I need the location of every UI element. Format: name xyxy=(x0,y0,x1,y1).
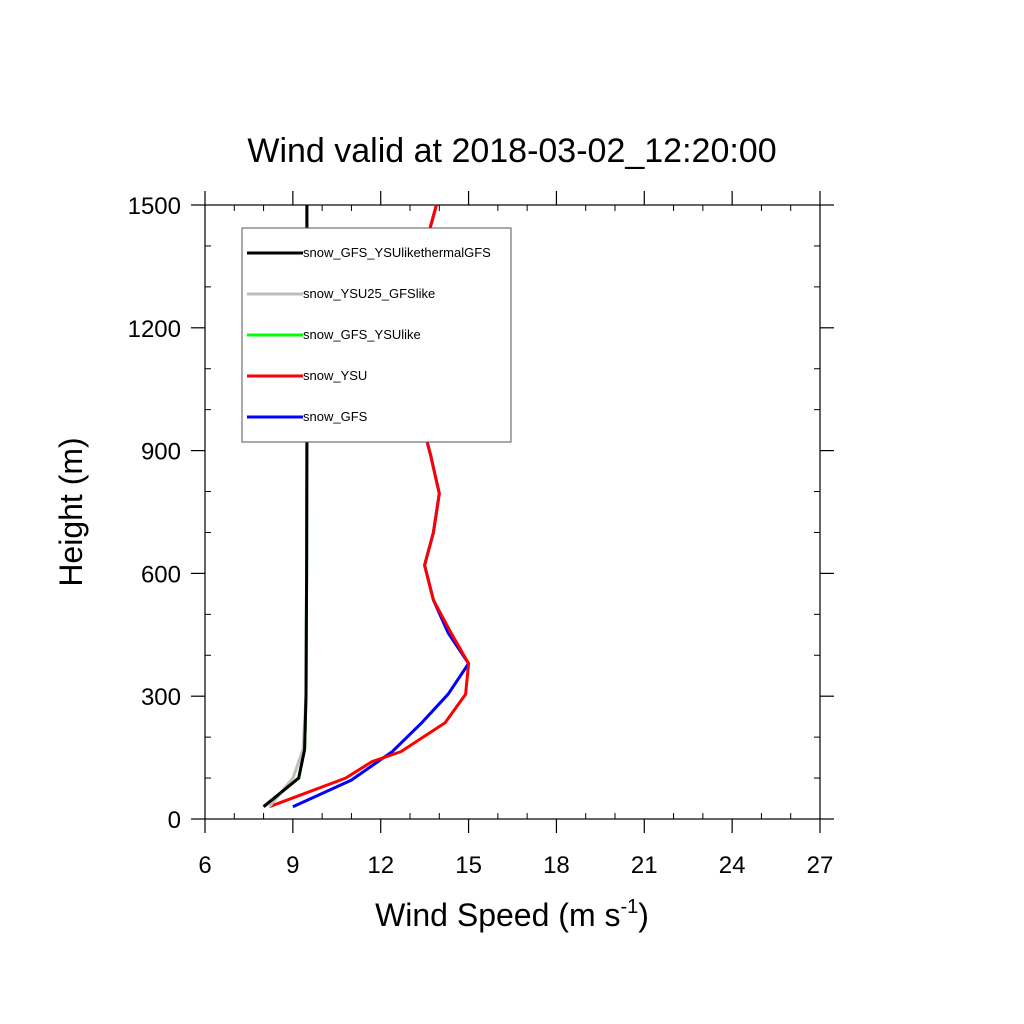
x-tick-labels: 6 9 12 15 18 21 24 27 xyxy=(198,852,833,879)
y-tick-label: 1500 xyxy=(128,193,181,220)
legend-label: snow_GFS_YSUlikethermalGFS xyxy=(303,245,491,260)
y-tick-label: 300 xyxy=(141,684,181,711)
x-tick-label: 27 xyxy=(807,852,834,879)
y-axis-label: Height (m) xyxy=(53,437,89,586)
legend-label: snow_GFS_YSUlike xyxy=(303,327,421,342)
legend-label: snow_YSU xyxy=(303,368,367,383)
y-tick-label: 900 xyxy=(141,439,181,466)
major-ticks xyxy=(191,191,834,833)
x-tick-label: 24 xyxy=(719,852,746,879)
y-tick-labels: 0 300 600 900 1200 1500 xyxy=(128,193,181,834)
chart-title: Wind valid at 2018-03-02_12:20:00 xyxy=(247,132,776,170)
x-axis-label-end: ) xyxy=(638,897,649,933)
x-tick-label: 6 xyxy=(198,852,211,879)
legend: snow_GFS_YSUlikethermalGFS snow_YSU25_GFS… xyxy=(241,227,512,443)
minor-ticks xyxy=(205,205,820,819)
y-tick-label: 1200 xyxy=(128,316,181,343)
y-tick-label: 600 xyxy=(141,561,181,588)
x-axis-label: Wind Speed (m s-1) xyxy=(375,896,649,933)
plot-area xyxy=(204,204,821,820)
x-tick-label: 18 xyxy=(543,852,570,879)
y-tick-label: 0 xyxy=(168,807,181,834)
x-tick-label: 21 xyxy=(631,852,658,879)
plot-border xyxy=(204,204,821,820)
x-tick-label: 15 xyxy=(455,852,482,879)
x-tick-label: 12 xyxy=(367,852,394,879)
legend-label: snow_GFS xyxy=(303,409,368,424)
x-tick-label: 9 xyxy=(286,852,299,879)
x-axis-label-superscript: -1 xyxy=(620,896,638,918)
legend-label: snow_YSU25_GFSlike xyxy=(303,286,435,301)
x-axis-label-main: Wind Speed (m s xyxy=(375,897,620,933)
